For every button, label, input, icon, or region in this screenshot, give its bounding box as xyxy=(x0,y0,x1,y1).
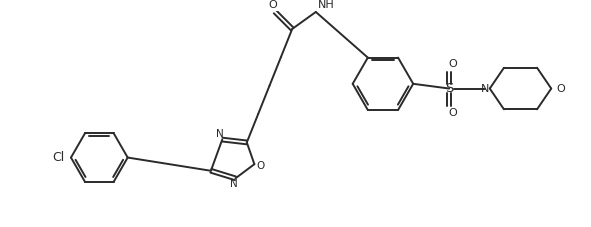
Text: N: N xyxy=(230,179,238,189)
Text: O: O xyxy=(449,108,457,118)
Text: O: O xyxy=(257,161,265,171)
Text: O: O xyxy=(449,59,457,69)
Text: O: O xyxy=(268,0,277,10)
Text: N: N xyxy=(216,129,224,139)
Text: N: N xyxy=(481,84,489,94)
Text: Cl: Cl xyxy=(52,151,64,164)
Text: NH: NH xyxy=(318,0,335,10)
Text: O: O xyxy=(556,84,565,94)
Text: S: S xyxy=(445,82,453,95)
